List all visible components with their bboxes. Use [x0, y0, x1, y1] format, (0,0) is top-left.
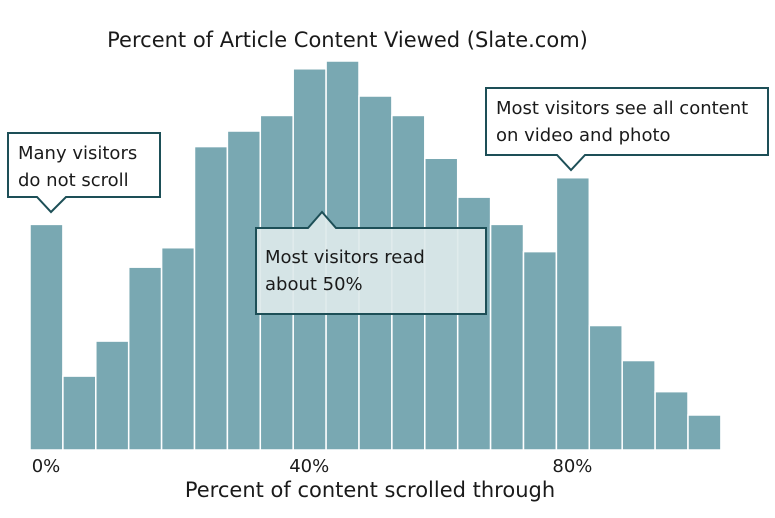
callout-no-scroll-line-2: do not scroll [18, 170, 129, 191]
bar-75 [522, 250, 558, 451]
x-tick-label-0: 0% [32, 456, 61, 477]
bar-85 [588, 324, 623, 451]
callout-shapes [7, 87, 769, 315]
chart-title: Percent of Article Content Viewed (Slate… [107, 28, 588, 52]
bar-70 [489, 223, 525, 451]
x-tick-label-40: 40% [289, 456, 329, 477]
callout-see-all-box [485, 87, 769, 172]
x-axis-title: Percent of content scrolled through [184, 478, 556, 502]
callout-no-scroll: Many visitors do not scroll [18, 140, 137, 194]
callout-see-all-line-2: on video and photo [496, 125, 671, 146]
bar-80 [555, 176, 591, 451]
callout-read-half-line-1: Most visitors read [265, 247, 425, 268]
bar-0 [29, 223, 64, 451]
callout-read-half: Most visitors read about 50% [265, 244, 425, 298]
bar-5 [62, 375, 97, 451]
callout-see-all-line-1: Most visitors see all content [496, 98, 749, 119]
bar-25 [193, 145, 229, 451]
bar-20 [160, 246, 196, 451]
callout-read-half-box [255, 210, 487, 315]
bar-10 [95, 340, 130, 451]
callout-see-all: Most visitors see all content on video a… [496, 95, 748, 149]
bar-95 [654, 390, 689, 451]
bar-100 [687, 414, 722, 451]
callout-no-scroll-box [7, 132, 161, 214]
callout-read-half-line-2: about 50% [265, 274, 363, 295]
bar-90 [621, 359, 656, 451]
x-tick-label-80: 80% [552, 456, 592, 477]
x-tick-labels: 0%40%80%120% [32, 456, 593, 477]
bar-15 [127, 266, 163, 451]
callout-no-scroll-line-1: Many visitors [18, 143, 138, 164]
